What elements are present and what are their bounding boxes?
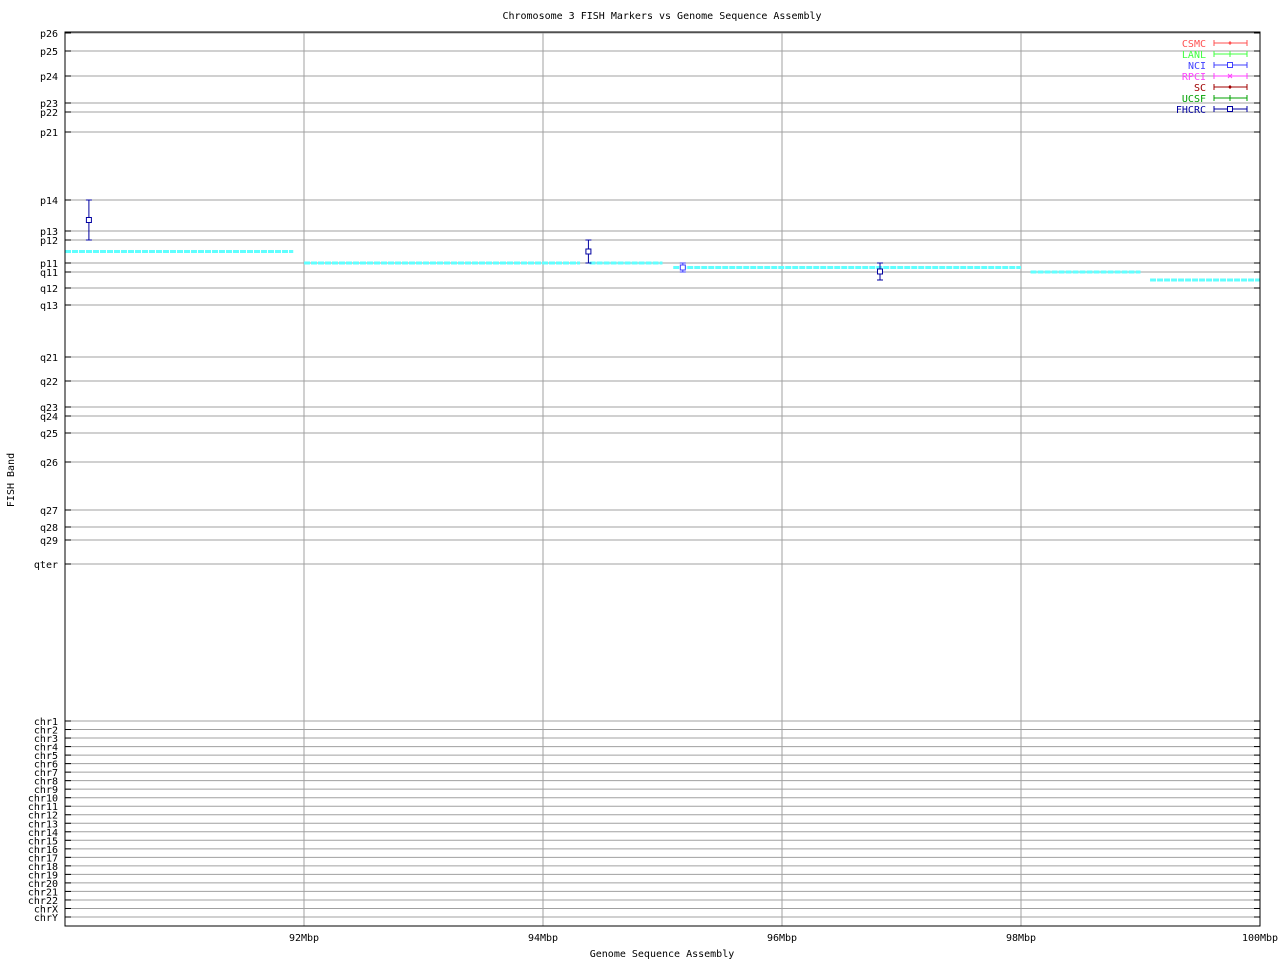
y-tick-label: q12 xyxy=(40,284,58,295)
data-point-fhcrc xyxy=(85,199,92,241)
y-tick-label: q27 xyxy=(40,506,58,517)
y-tick-label: chr13 xyxy=(28,819,58,830)
y-tick-label: q11 xyxy=(40,268,58,279)
box-icon xyxy=(1227,62,1233,68)
y-tick-label: chr4 xyxy=(34,743,58,754)
x-axis-label: Genome Sequence Assembly xyxy=(590,949,735,960)
y-tick-label: chr20 xyxy=(28,879,58,890)
y-tick-label: chr14 xyxy=(28,828,58,839)
y-tick-label: q23 xyxy=(40,403,58,414)
y-tick-label: chr16 xyxy=(28,845,58,856)
y-tick-label: q22 xyxy=(40,377,58,388)
y-tick-label: chr6 xyxy=(34,760,58,771)
y-tick-label: p22 xyxy=(40,108,58,119)
y-tick-label: p13 xyxy=(40,227,58,238)
legend-label: RPCI xyxy=(1182,72,1206,83)
y-tick-label: chr11 xyxy=(28,802,58,813)
y-tick-label: chr15 xyxy=(28,836,58,847)
y-tick-label: chr21 xyxy=(28,887,58,898)
y-tick-label: chr17 xyxy=(28,853,58,864)
y-tick-label: chr12 xyxy=(28,811,58,822)
x-tick-label: 96Mbp xyxy=(767,933,797,944)
y-tick-label: p12 xyxy=(40,236,58,247)
cross-icon xyxy=(1227,73,1233,79)
plot-frame xyxy=(64,31,1261,927)
data-point-fhcrc xyxy=(876,262,883,281)
y-tick-label: q25 xyxy=(40,429,58,440)
x-tick-label: 94Mbp xyxy=(528,933,558,944)
y-tick-label: p24 xyxy=(40,72,58,83)
y-tick-label: chr2 xyxy=(34,726,58,737)
y-tick-label: p23 xyxy=(40,99,58,110)
y-tick-label: chrY xyxy=(34,913,58,924)
y-tick-label: q21 xyxy=(40,353,58,364)
y-tick-label: p26 xyxy=(40,29,58,40)
y-tick-label: chrX xyxy=(34,904,58,915)
y-tick-label: chr10 xyxy=(28,794,58,805)
box-icon xyxy=(1227,106,1233,112)
y-tick-label: p25 xyxy=(40,47,58,58)
y-tick-label: q28 xyxy=(40,523,58,534)
data-point-fhcrc xyxy=(585,239,592,264)
diamond-icon xyxy=(1228,41,1232,45)
box-marker xyxy=(85,217,92,223)
y-tick-label: p11 xyxy=(40,259,58,270)
y-axis-label: FISH Band xyxy=(6,453,17,507)
y-tick-label: chr18 xyxy=(28,862,58,873)
legend-label: NCI xyxy=(1188,61,1206,72)
diamond-icon xyxy=(1228,85,1232,89)
legend-label: FHCRC xyxy=(1176,105,1206,116)
y-tick-label: p14 xyxy=(40,196,58,207)
y-tick-label: chr19 xyxy=(28,870,58,881)
y-tick-label: chr7 xyxy=(34,768,58,779)
x-tick-label: 92Mbp xyxy=(289,933,319,944)
legend-label: CSMC xyxy=(1182,39,1206,50)
x-tick-label: 100Mbp xyxy=(1242,933,1278,944)
y-tick-label: q26 xyxy=(40,458,58,469)
legend-label: SC xyxy=(1194,83,1206,94)
legend-label: LANL xyxy=(1182,50,1206,61)
y-tick-label: q29 xyxy=(40,536,58,547)
x-tick-label: 98Mbp xyxy=(1006,933,1036,944)
box-marker xyxy=(585,248,592,255)
y-tick-label: chr1 xyxy=(34,717,58,728)
y-tick-label: chr8 xyxy=(34,777,58,788)
y-tick-label: q13 xyxy=(40,301,58,312)
y-tick-label: chr3 xyxy=(34,734,58,745)
y-tick-label: p21 xyxy=(40,128,58,139)
box-marker xyxy=(876,268,883,275)
y-tick-label: qter xyxy=(34,560,58,571)
data-point-nci xyxy=(679,262,686,273)
y-tick-label: q24 xyxy=(40,412,58,423)
y-tick-label: chr9 xyxy=(34,785,58,796)
y-tick-label: chr22 xyxy=(28,896,58,907)
chart-title: Chromosome 3 FISH Markers vs Genome Sequ… xyxy=(502,11,821,22)
legend-label: UCSF xyxy=(1182,94,1206,105)
box-marker xyxy=(679,264,686,271)
y-tick-label: chr5 xyxy=(34,751,58,762)
